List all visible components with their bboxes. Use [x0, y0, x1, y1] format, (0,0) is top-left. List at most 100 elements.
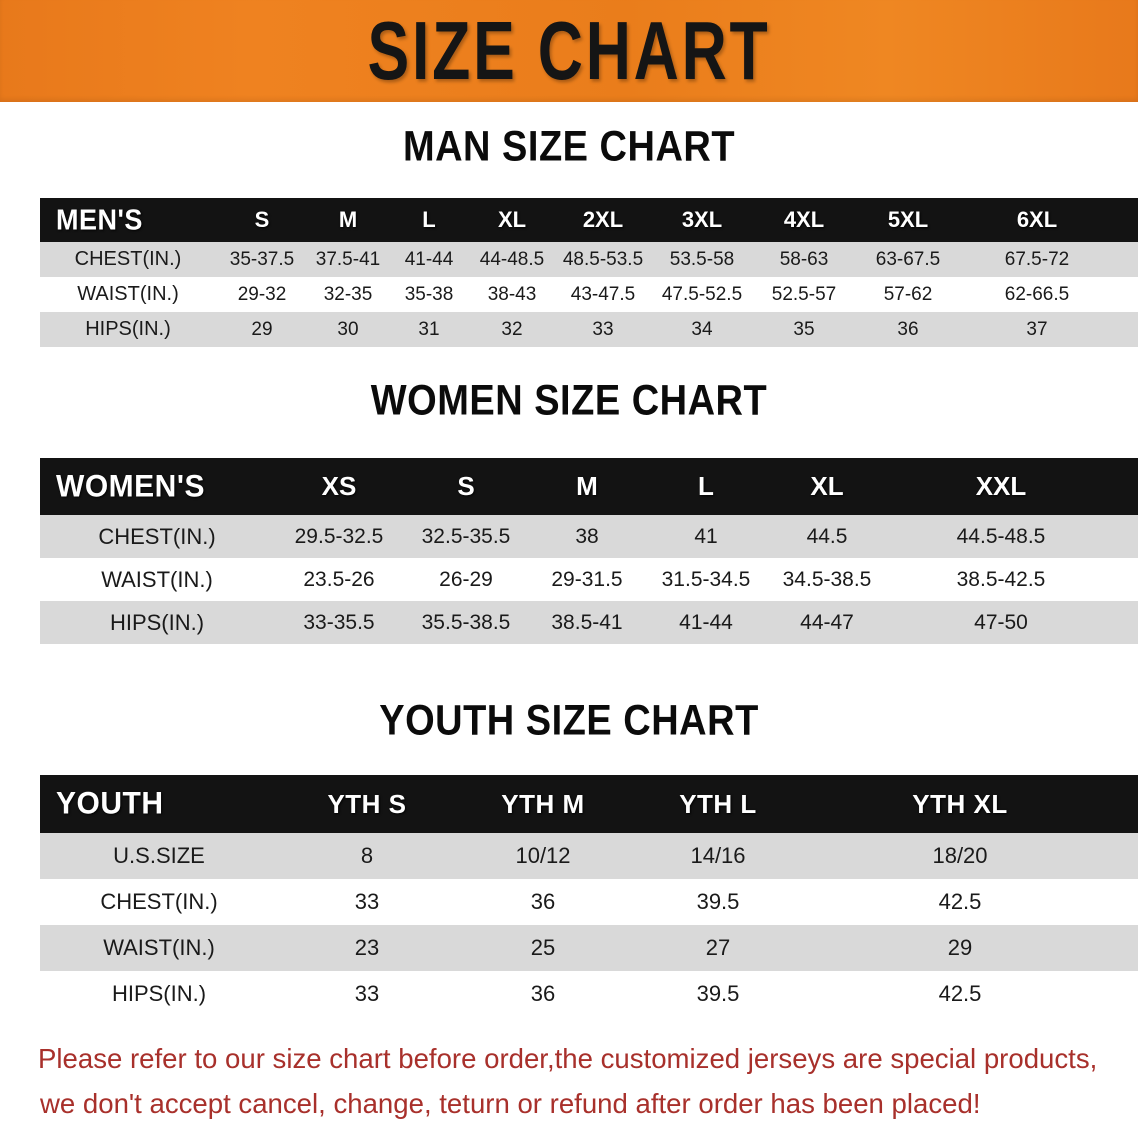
- man-row-chest: CHEST(IN.) 35-37.5 37.5-41 41-44 44-48.5…: [40, 242, 1138, 277]
- women-row-hips-label: HIPS(IN.): [109, 609, 205, 635]
- women-chest-l: 41: [694, 524, 718, 548]
- youth-size-header-xl: YTH XL: [912, 788, 1008, 819]
- youth-us-size-s: 8: [360, 843, 374, 868]
- man-size-table: MEN'S S M L XL 2XL 3XL 4XL 5XL 6XL CHEST…: [40, 198, 1138, 347]
- women-table-body: WOMEN'S XS S M L XL XXL CHEST(IN.) 29.5-…: [40, 458, 1138, 644]
- youth-us-size-xl: 18/20: [932, 843, 988, 868]
- youth-section-title: YOUTH SIZE CHART: [379, 697, 759, 745]
- women-row-chest: CHEST(IN.) 29.5-32.5 32.5-35.5 38 41 44.…: [40, 515, 1138, 558]
- man-waist-3xl: 47.5-52.5: [661, 283, 743, 305]
- women-size-header-m: M: [576, 471, 598, 501]
- man-chest-m: 37.5-41: [315, 248, 381, 270]
- women-chest-xs: 29.5-32.5: [294, 524, 384, 548]
- man-hips-l: 31: [418, 318, 440, 340]
- women-size-table: WOMEN'S XS S M L XL XXL CHEST(IN.) 29.5-…: [40, 458, 1138, 644]
- man-chest-4xl: 58-63: [779, 248, 829, 270]
- man-header-label: MEN'S: [56, 203, 143, 236]
- man-row-hips-label: HIPS(IN.): [85, 318, 171, 340]
- man-hips-m: 30: [337, 318, 359, 340]
- order-policy-note-line-1: Please refer to our size chart before or…: [38, 1043, 1098, 1074]
- youth-us-size-l: 14/16: [690, 843, 746, 868]
- man-hips-s: 29: [251, 318, 273, 340]
- youth-hips-s: 33: [354, 981, 380, 1006]
- youth-header-label: YOUTH: [56, 786, 164, 821]
- page-banner: SIZE CHART: [0, 0, 1138, 102]
- man-waist-4xl: 52.5-57: [771, 283, 837, 305]
- women-size-header-s: S: [457, 471, 475, 501]
- youth-size-table: YOUTH YTH S YTH M YTH L YTH XL U.S.SIZE …: [40, 775, 1138, 1017]
- man-section-title: MAN SIZE CHART: [402, 123, 736, 171]
- man-waist-s: 29-32: [237, 283, 287, 305]
- order-policy-note: Please refer to our size chart before or…: [38, 1036, 1098, 1126]
- man-chest-5xl: 63-67.5: [875, 248, 941, 270]
- man-hips-5xl: 36: [897, 318, 919, 340]
- women-section-title: WOMEN SIZE CHART: [370, 377, 768, 425]
- man-waist-2xl: 43-47.5: [570, 283, 636, 305]
- youth-row-chest: CHEST(IN.) 33 36 39.5 42.5: [40, 879, 1138, 925]
- women-size-header-xl: XL: [810, 471, 844, 501]
- women-hips-l: 41-44: [679, 610, 733, 634]
- youth-row-waist: WAIST(IN.) 23 25 27 29: [40, 925, 1138, 971]
- women-size-header-xxl: XXL: [975, 471, 1027, 501]
- youth-size-header-m: YTH M: [501, 788, 585, 819]
- women-chest-xxl: 44.5-48.5: [956, 524, 1046, 548]
- youth-waist-xl: 29: [947, 935, 973, 960]
- women-waist-xxl: 38.5-42.5: [956, 567, 1046, 591]
- youth-chest-xl: 42.5: [938, 889, 982, 914]
- women-size-header-xs: XS: [321, 471, 357, 501]
- order-policy-note-line-2: we don't accept cancel, change, teturn o…: [39, 1088, 981, 1119]
- man-table-body: MEN'S S M L XL 2XL 3XL 4XL 5XL 6XL CHEST…: [40, 198, 1138, 347]
- man-size-header-3xl: 3XL: [681, 207, 723, 232]
- women-hips-s: 35.5-38.5: [421, 610, 511, 634]
- man-row-waist-label: WAIST(IN.): [77, 283, 179, 305]
- youth-row-us-size-label: U.S.SIZE: [113, 843, 205, 868]
- man-chest-xl: 44-48.5: [479, 248, 545, 270]
- youth-waist-s: 23: [354, 935, 380, 960]
- man-size-header-m: M: [338, 207, 358, 232]
- man-hips-6xl: 37: [1026, 318, 1048, 340]
- women-waist-l: 31.5-34.5: [661, 567, 751, 591]
- man-row-waist: WAIST(IN.) 29-32 32-35 35-38 38-43 43-47…: [40, 277, 1138, 312]
- man-chest-l: 41-44: [404, 248, 454, 270]
- man-waist-5xl: 57-62: [883, 283, 933, 305]
- man-size-header-xl: XL: [497, 207, 527, 232]
- women-chest-xl: 44.5: [806, 524, 848, 548]
- women-chest-s: 32.5-35.5: [421, 524, 511, 548]
- youth-waist-m: 25: [530, 935, 556, 960]
- man-size-header-5xl: 5XL: [887, 207, 929, 232]
- youth-row-us-size: U.S.SIZE 8 10/12 14/16 18/20: [40, 833, 1138, 879]
- women-header-label: WOMEN'S: [56, 468, 205, 504]
- man-size-header-6xl: 6XL: [1016, 207, 1058, 232]
- women-hips-xxl: 47-50: [974, 610, 1028, 634]
- man-waist-6xl: 62-66.5: [1004, 283, 1070, 305]
- youth-hips-m: 36: [530, 981, 556, 1006]
- women-waist-s: 26-29: [439, 567, 493, 591]
- women-hips-m: 38.5-41: [551, 610, 623, 634]
- women-waist-m: 29-31.5: [551, 567, 623, 591]
- youth-chest-s: 33: [354, 889, 380, 914]
- women-waist-xs: 23.5-26: [303, 567, 375, 591]
- man-size-header-s: S: [254, 207, 270, 232]
- youth-row-chest-label: CHEST(IN.): [100, 889, 218, 914]
- women-hips-xl: 44-47: [800, 610, 854, 634]
- page-title: SIZE CHART: [367, 4, 771, 98]
- man-waist-m: 32-35: [323, 283, 373, 305]
- man-hips-3xl: 34: [691, 318, 713, 340]
- man-chest-6xl: 67.5-72: [1004, 248, 1070, 270]
- man-chest-3xl: 53.5-58: [669, 248, 735, 270]
- youth-row-hips-label: HIPS(IN.): [111, 981, 207, 1006]
- man-row-hips: HIPS(IN.) 29 30 31 32 33 34 35 36 37: [40, 312, 1138, 347]
- youth-chest-l: 39.5: [696, 889, 740, 914]
- man-size-header-4xl: 4XL: [783, 207, 825, 232]
- women-row-chest-label: CHEST(IN.): [98, 523, 216, 549]
- women-waist-xl: 34.5-38.5: [782, 567, 872, 591]
- man-hips-2xl: 33: [592, 318, 614, 340]
- women-size-header-l: L: [698, 471, 714, 501]
- youth-header-row: YOUTH YTH S YTH M YTH L YTH XL: [40, 775, 1138, 833]
- man-size-header-2xl: 2XL: [582, 207, 624, 232]
- man-hips-xl: 32: [501, 318, 523, 340]
- man-chest-2xl: 48.5-53.5: [562, 248, 644, 270]
- youth-table-body: YOUTH YTH S YTH M YTH L YTH XL U.S.SIZE …: [40, 775, 1138, 1017]
- women-chest-m: 38: [575, 524, 599, 548]
